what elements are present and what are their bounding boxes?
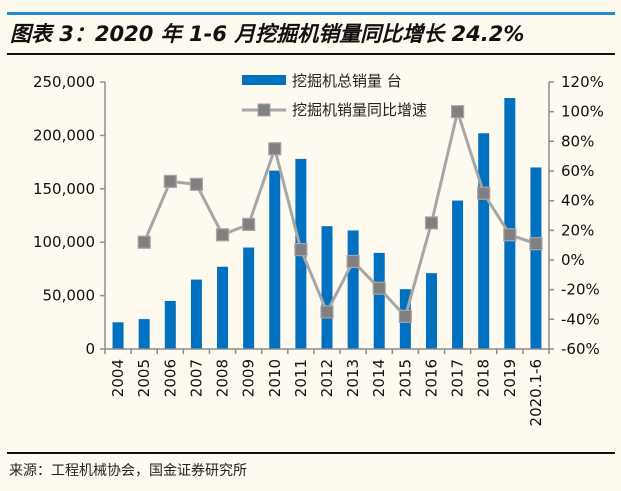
x-tick-label: 2019 [501,359,519,397]
line-marker [529,237,543,251]
right-tick-label: 0% [561,251,585,269]
left-tick-label: 50,000 [43,287,96,305]
x-tick-label: 2013 [344,359,362,397]
x-tick-label: 2016 [422,359,440,397]
right-tick-label: 20% [561,221,594,239]
bar [347,230,359,349]
bar [190,279,202,349]
right-tick-label: 60% [561,162,594,180]
left-tick-label: 100,000 [33,233,95,251]
x-tick-label: 2010 [266,359,284,397]
x-tick-label: 2020.1-6 [527,359,545,426]
line-marker [320,305,334,319]
right-tick-label: 120% [561,73,604,91]
line-marker [294,243,308,257]
bar [269,170,281,349]
x-tick-label: 2004 [109,359,127,397]
line-marker [215,228,230,242]
legend-bar-swatch [242,75,286,85]
line-series [137,105,543,323]
line-marker [424,216,439,230]
line-marker [450,105,465,119]
footer-rule [7,452,615,454]
source-note: 来源：工程机械协会，国金证券研究所 [9,463,247,479]
bar [373,252,385,349]
bar [243,247,255,349]
x-tick-label: 2009 [240,359,258,397]
bar [164,300,176,349]
right-tick-label: -60% [561,340,600,358]
title-top-rule [7,12,615,15]
x-tick-label: 2015 [396,359,414,397]
bar [504,98,516,350]
right-tick-label: 80% [561,132,594,150]
x-tick-label: 2018 [475,359,493,397]
line-marker [242,217,256,231]
bar [452,200,464,349]
right-tick-label: -40% [561,310,600,328]
chart-title: 图表 3：2020 年 1-6 月挖掘机销量同比增长 24.2% [10,22,525,46]
bar [530,167,542,349]
line-marker [163,174,177,188]
left-tick-label: 250,000 [33,73,95,91]
line-marker [477,186,491,200]
bar [138,319,150,349]
right-tick-label: -20% [561,281,600,299]
x-tick-label: 2006 [161,359,179,397]
x-tick-label: 2008 [214,359,232,397]
right-tick-label: 100% [561,103,604,121]
legend-line-label: 挖掘机销量同比增速 [292,101,427,119]
legend-bar-label: 挖掘机总销量 台 [292,72,402,90]
left-y-axis: 0 50,000 100,000 150,000 200,000 250,000 [33,73,106,358]
bar [425,273,437,349]
left-tick-label: 0 [85,340,95,358]
line-marker [398,309,412,323]
bar [478,133,490,349]
line-marker [503,228,517,242]
line-marker [137,235,151,249]
line-marker [346,254,360,269]
x-axis: 2004 2005 2006 2007 2008 2009 2010 2011 2012 2013… [104,348,550,426]
legend-line-marker [257,103,271,117]
x-tick-label: 2014 [370,359,388,397]
title-bottom-rule [7,53,615,55]
x-tick-label: 2011 [292,359,310,397]
line-marker [372,281,386,295]
left-tick-label: 150,000 [33,180,95,198]
right-tick-label: 40% [561,192,594,210]
bar [217,266,229,349]
x-tick-label: 2007 [187,359,205,397]
x-tick-label: 2012 [318,359,336,397]
bar [321,226,333,349]
line-marker [268,142,282,156]
line-marker [189,177,204,191]
growth-line [142,110,537,318]
legend: 挖掘机总销量 台 挖掘机销量同比增速 [242,72,427,119]
left-tick-label: 200,000 [33,126,95,144]
x-tick-label: 2005 [135,359,153,397]
x-tick-label: 2017 [449,359,467,397]
right-y-axis: -60% -40% -20% 0% 20% 40% 60% 80% 100% 120% [548,73,604,358]
bar [112,322,124,349]
